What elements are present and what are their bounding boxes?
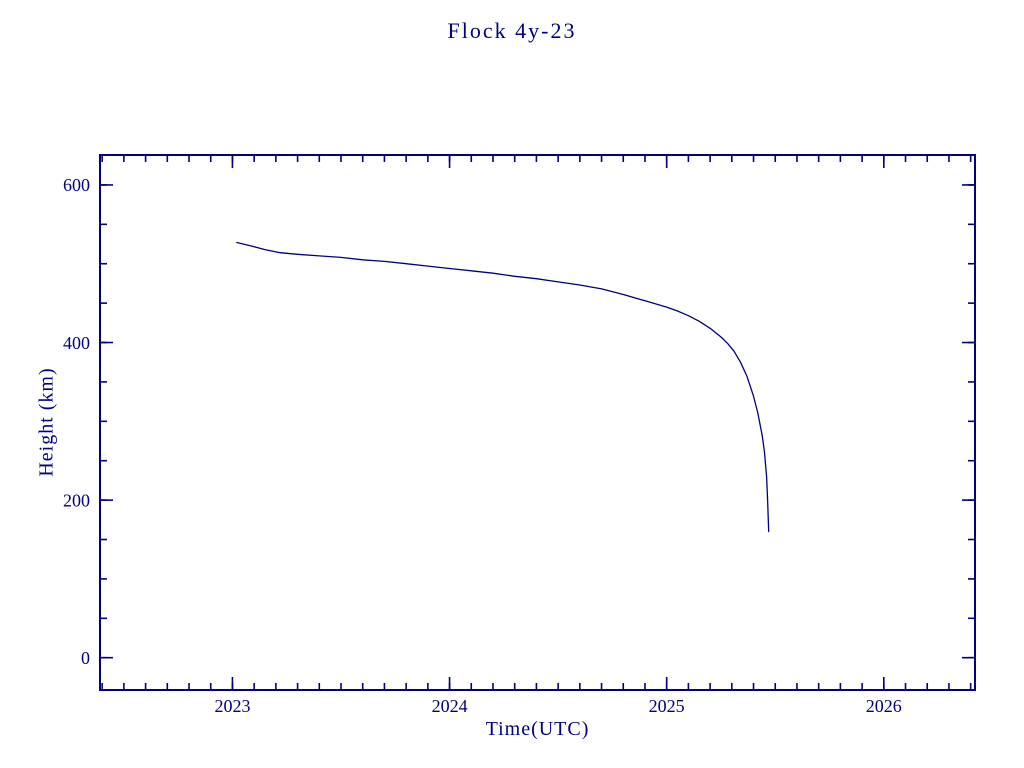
x-tick-label: 2024	[432, 696, 468, 716]
data-series-line	[236, 241, 770, 533]
x-tick-label: 2025	[649, 696, 685, 716]
y-tick-label: 400	[63, 333, 90, 353]
x-tick-label: 2026	[866, 696, 902, 716]
plot-frame	[99, 154, 976, 691]
x-axis-label: Time(UTC)	[485, 718, 590, 740]
chart-title: Flock 4y-23	[447, 18, 577, 43]
x-tick-label: 2023	[214, 696, 250, 716]
y-tick-label: 200	[63, 490, 90, 510]
y-tick-label: 600	[63, 175, 90, 195]
y-tick-label: 0	[81, 648, 90, 668]
